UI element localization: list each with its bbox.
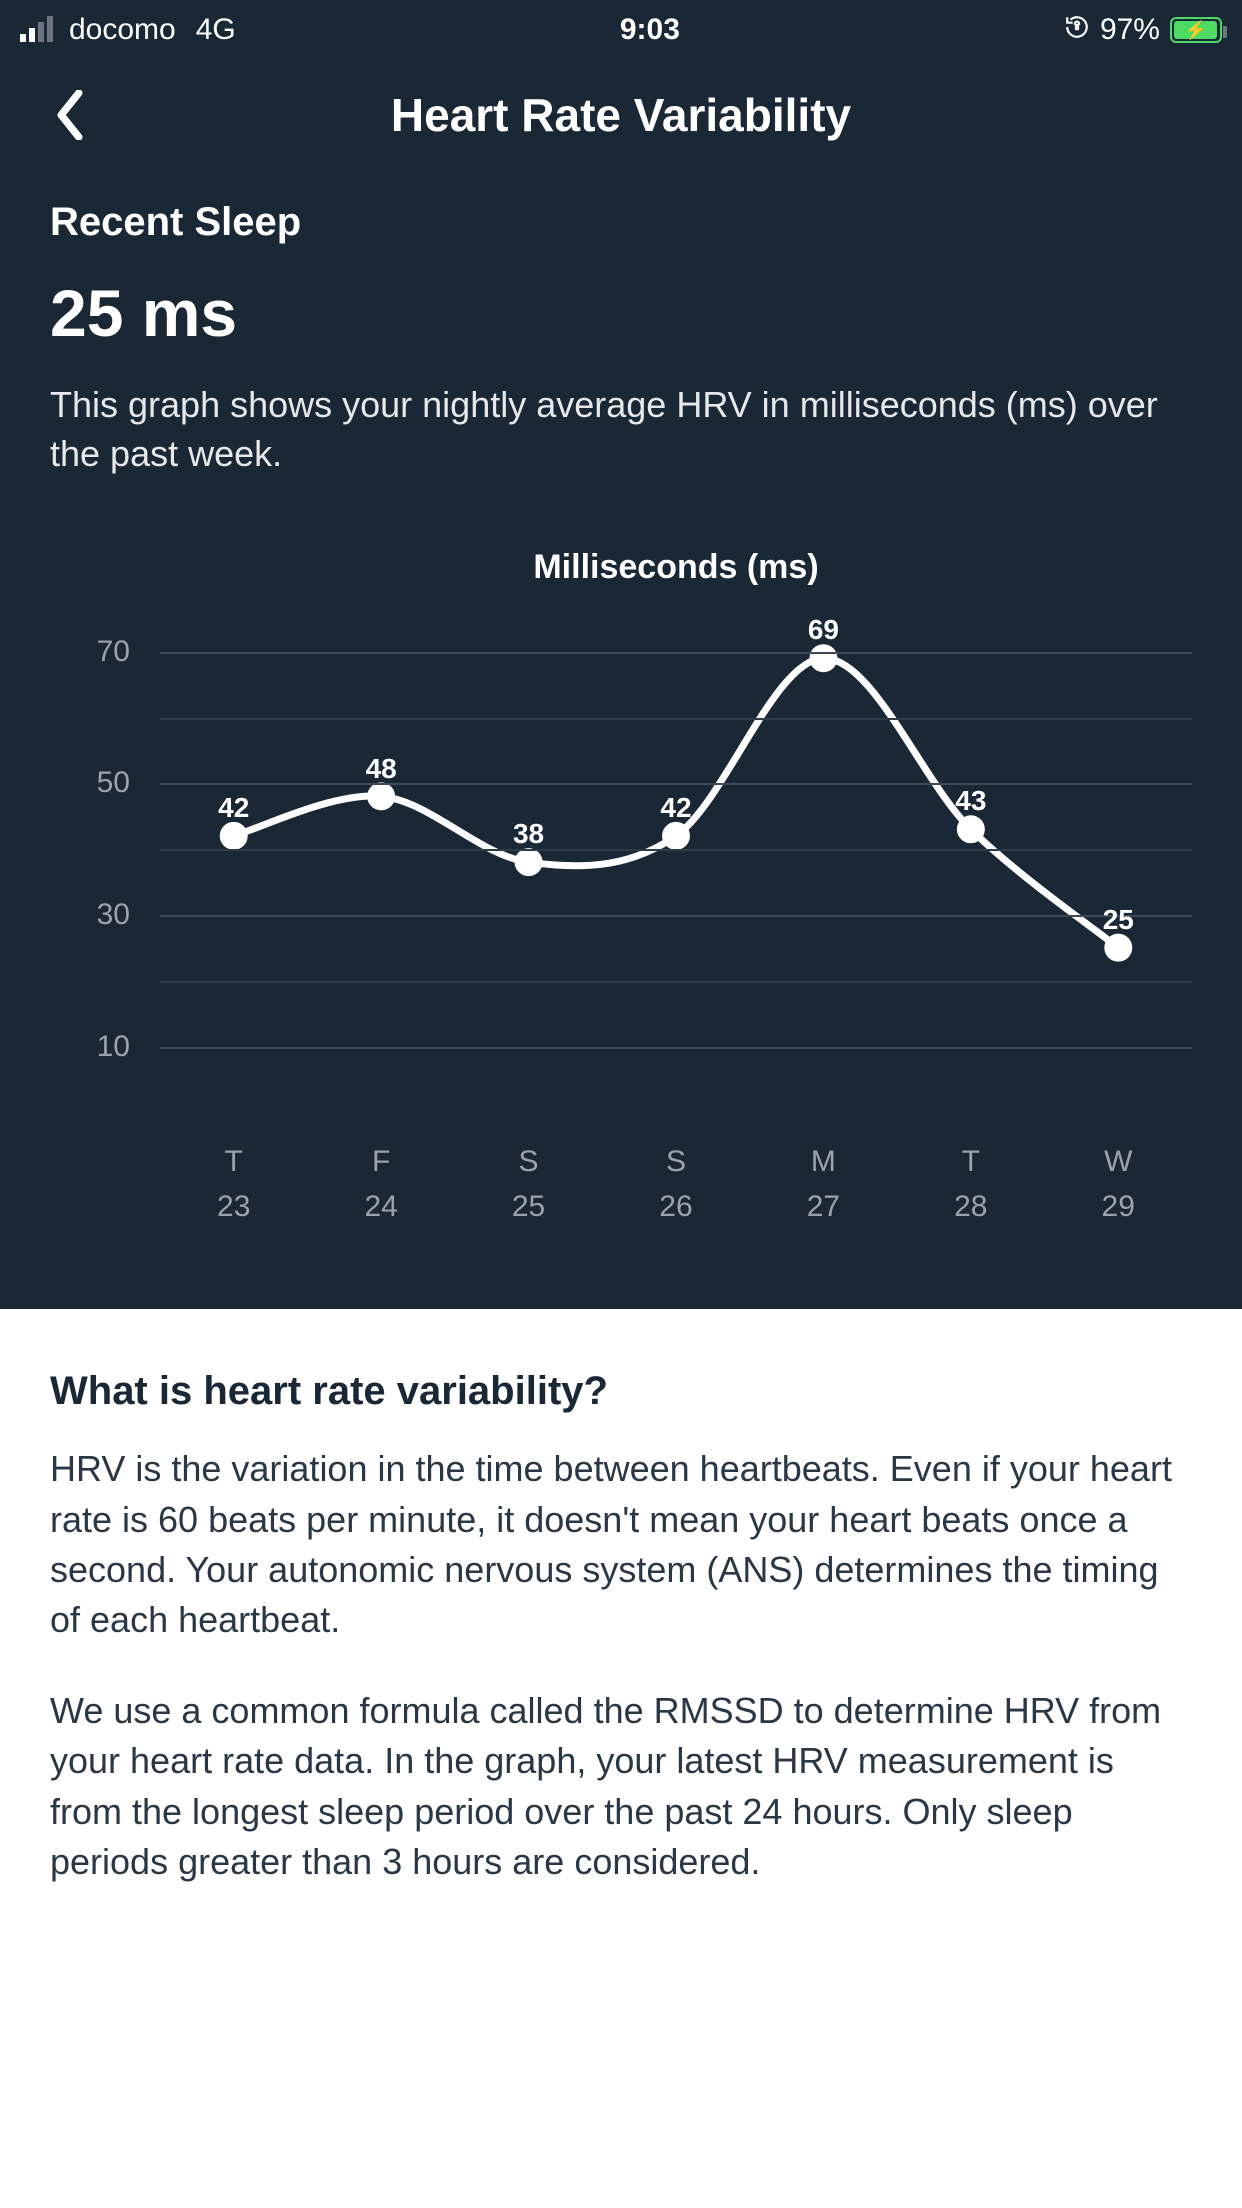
chart-x-tick: S26	[602, 1139, 749, 1229]
chart-area: 10 30 50 70 42 48 38 42 69 43 25	[50, 599, 1192, 1099]
info-section: What is heart rate variability? HRV is t…	[0, 1309, 1242, 1987]
chart-point-label: 42	[660, 792, 691, 824]
section-title: Recent Sleep	[50, 200, 1192, 245]
summary-description: This graph shows your nightly average HR…	[50, 381, 1192, 478]
chart-title: Milliseconds (ms)	[50, 548, 1192, 587]
back-button[interactable]	[40, 85, 100, 145]
battery-pct-label: 97%	[1100, 13, 1160, 47]
network-type-label: 4G	[196, 13, 236, 47]
status-right: 97% ⚡	[1064, 13, 1222, 47]
chart-point-label: 69	[808, 614, 839, 646]
orientation-lock-icon	[1064, 14, 1090, 47]
carrier-label: docomo	[69, 13, 176, 47]
chart-y-tick: 10	[97, 1030, 130, 1064]
signal-strength-icon	[20, 18, 53, 42]
chevron-left-icon	[55, 90, 85, 140]
nav-header: Heart Rate Variability	[0, 60, 1242, 170]
chart-x-tick: W29	[1045, 1139, 1192, 1229]
chart-point-label: 42	[218, 792, 249, 824]
chart-x-tick: T28	[897, 1139, 1044, 1229]
info-title: What is heart rate variability?	[50, 1369, 1192, 1414]
chart-x-tick: T23	[160, 1139, 307, 1229]
chart-y-tick: 70	[97, 635, 130, 669]
hrv-chart: Milliseconds (ms) 10 30 50 70 42 48 38 42 69 43 2…	[0, 518, 1242, 1309]
charging-icon: ⚡	[1185, 20, 1207, 41]
info-paragraph: HRV is the variation in the time between…	[50, 1444, 1192, 1646]
chart-point-label: 43	[955, 785, 986, 817]
chart-point-label: 25	[1103, 904, 1134, 936]
battery-icon: ⚡	[1170, 17, 1222, 43]
chart-y-axis: 10 30 50 70	[50, 599, 160, 1099]
chart-y-tick: 50	[97, 766, 130, 800]
hrv-value-label: 25 ms	[50, 275, 1192, 351]
chart-y-tick: 30	[97, 898, 130, 932]
page-title: Heart Rate Variability	[0, 88, 1242, 142]
info-paragraph: We use a common formula called the RMSSD…	[50, 1686, 1192, 1888]
chart-x-tick: S25	[455, 1139, 602, 1229]
summary-section: Recent Sleep 25 ms This graph shows your…	[0, 170, 1242, 518]
chart-x-tick: M27	[750, 1139, 897, 1229]
chart-plot: 42 48 38 42 69 43 25	[160, 599, 1192, 1099]
clock-label: 9:03	[620, 13, 680, 47]
status-left: docomo 4G	[20, 13, 236, 47]
status-bar: docomo 4G 9:03 97% ⚡	[0, 0, 1242, 60]
chart-x-axis: T23F24S25S26M27T28W29	[50, 1139, 1192, 1229]
chart-x-tick: F24	[307, 1139, 454, 1229]
chart-point-label: 48	[366, 753, 397, 785]
chart-point-label: 38	[513, 818, 544, 850]
